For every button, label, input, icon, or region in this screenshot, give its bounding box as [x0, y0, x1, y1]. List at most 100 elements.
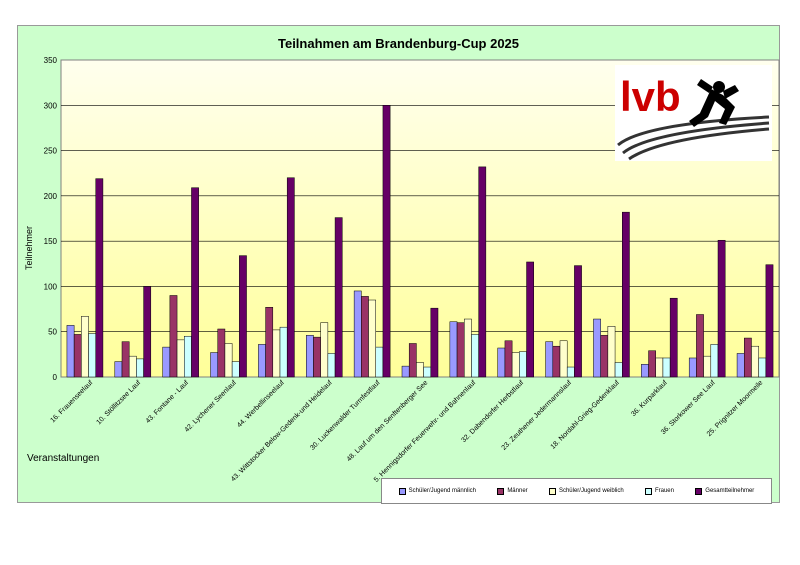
bar-mark — [688, 357, 697, 378]
bar-mark — [614, 362, 623, 378]
x-tick-label: 5. Hennigsdorfer Feuerwehr- und Bahnenla… — [373, 379, 477, 483]
bar-mark — [423, 366, 432, 378]
bar-mark — [641, 364, 649, 378]
bar-mark — [751, 345, 759, 378]
bar-mark — [361, 296, 369, 378]
bar-mark — [320, 322, 329, 378]
bar-mark — [593, 318, 601, 378]
bar-mark — [655, 357, 664, 378]
bar-mark — [217, 328, 226, 378]
bar-mark — [669, 297, 678, 378]
bar-mark — [382, 105, 391, 378]
bar-mark — [162, 346, 171, 378]
bar-mark — [526, 261, 534, 378]
bar-mark — [121, 341, 130, 378]
x-tick-label: 48. Lauf um den Senftenberger See — [346, 379, 430, 463]
x-tick-label: 36. Kurparklauf — [630, 379, 669, 418]
bar-mark — [430, 307, 439, 378]
bar-mark — [368, 299, 376, 378]
legend-item: Schüler/Jugend weiblich — [548, 487, 624, 495]
bar-mark — [758, 357, 767, 378]
x-tick-label: 25. Prignitzer Moormeile — [706, 379, 765, 438]
x-tick-label: 16. Frauenseelauf — [49, 379, 94, 424]
bar-mark — [401, 365, 410, 378]
lvb-logo: lvb — [615, 65, 772, 161]
bar-mark — [478, 166, 487, 378]
y-tick-layer: 0 50 100 150 200 250 300 350 — [44, 56, 58, 382]
bar-mark — [88, 333, 96, 378]
bar-mark — [662, 357, 671, 378]
legend-item: Männer — [497, 487, 528, 495]
bar-mark — [574, 265, 582, 378]
legend-label: Schüler/Jugend männlich — [408, 488, 477, 494]
legend-swatch — [398, 487, 406, 495]
y-tick-label: 0 — [53, 373, 58, 382]
legend: Schüler/Jugend männlich Männer Schüler/Jug… — [381, 478, 772, 504]
y-tick-label: 300 — [44, 101, 58, 110]
bar-mark — [696, 314, 704, 378]
y-tick-label: 150 — [44, 237, 58, 246]
logo-text: lvb — [620, 73, 681, 120]
bar-mark — [736, 353, 745, 378]
bar-mark — [143, 286, 152, 378]
bar-mark — [334, 217, 343, 378]
bar-mark — [648, 350, 656, 378]
bar-mark — [744, 337, 752, 378]
bar-mark — [114, 361, 123, 378]
y-axis-title: Teilnehmer — [24, 226, 34, 270]
bar-mark — [552, 345, 561, 378]
y-tick-label: 250 — [44, 147, 58, 156]
y-tick-label: 350 — [44, 56, 58, 65]
bar-mark — [279, 326, 288, 378]
bar-mark — [511, 352, 520, 378]
bar-mark — [95, 178, 104, 378]
legend-swatch — [497, 487, 505, 495]
legend-swatch — [644, 487, 652, 495]
x-tick-label: 43. Wittstocker Below-Gedenk-und Heidela… — [230, 379, 334, 483]
bar-mark — [353, 290, 362, 378]
bar-mark — [566, 366, 575, 378]
bar-mark — [73, 334, 82, 378]
x-tick-label: 10. Stöllitzsee Lauf — [95, 379, 142, 426]
bar-mark — [224, 343, 233, 378]
logo-track-line-3 — [628, 127, 770, 161]
bar-mark — [286, 177, 295, 378]
bar-mark — [265, 307, 274, 378]
logo-track-line-1 — [617, 115, 770, 147]
legend-label: Frauen — [654, 488, 674, 494]
bar-mark — [191, 187, 199, 378]
x-tick-label: 43. Fontane - Lauf — [145, 379, 190, 424]
legend-swatch — [695, 487, 703, 495]
bar-mark — [519, 351, 527, 378]
running-person-icon — [689, 79, 739, 127]
bar-mark — [497, 347, 506, 378]
bar-layer — [66, 105, 774, 378]
bar-mark — [710, 344, 719, 378]
bar-mark — [504, 340, 513, 378]
logo-track-line-2 — [622, 121, 770, 155]
bar-mark — [545, 341, 554, 378]
bar-mark — [464, 318, 472, 378]
bar-mark — [272, 329, 281, 378]
legend-item: Schüler/Jugend männlich — [398, 487, 477, 495]
bar-mark — [169, 295, 178, 378]
bar-mark — [471, 334, 479, 378]
bar-mark — [210, 352, 218, 378]
bar-mark — [313, 336, 321, 378]
y-tick-label: 100 — [44, 282, 58, 291]
bar-mark — [184, 335, 192, 378]
y-tick-label: 50 — [48, 328, 57, 337]
bar-mark — [176, 339, 185, 378]
bar-mark — [416, 362, 424, 378]
bar-mark — [600, 335, 609, 378]
x-tick-label: 36. Storkower See Lauf — [660, 379, 717, 436]
legend-item: Frauen — [644, 487, 674, 495]
x-tick-label: 42. Lychener Seenlauf — [184, 379, 238, 433]
bar-mark — [375, 346, 384, 378]
bar-mark — [66, 325, 75, 378]
bar-mark — [622, 211, 630, 378]
chart-title: Teilnahmen am Brandenburg-Cup 2025 — [277, 36, 520, 51]
bar-mark — [717, 239, 726, 378]
legend-swatch — [548, 487, 556, 495]
